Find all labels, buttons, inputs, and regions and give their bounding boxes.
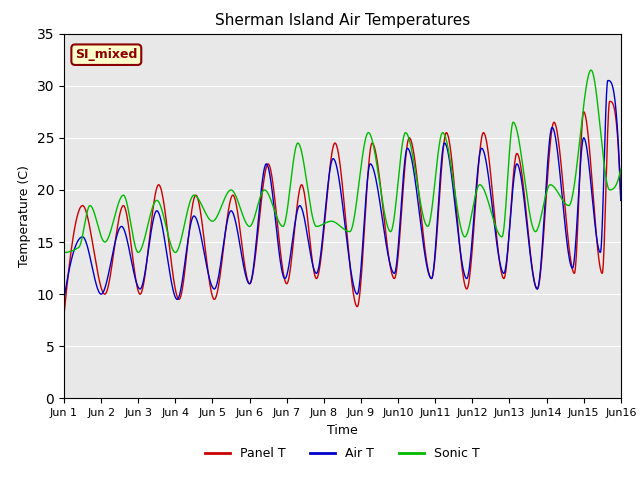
Panel T	[429, 273, 436, 278]
Panel T	[60, 312, 68, 318]
Panel T	[551, 120, 559, 126]
Sonic T	[617, 166, 625, 172]
Air T	[429, 272, 436, 278]
Sonic T	[184, 207, 191, 213]
Panel T	[617, 197, 625, 203]
Air T	[551, 131, 559, 136]
Air T	[170, 291, 178, 297]
Legend: Panel T, Air T, Sonic T: Panel T, Air T, Sonic T	[200, 442, 485, 465]
Air T	[60, 297, 68, 302]
Air T	[502, 266, 509, 272]
Panel T	[184, 240, 191, 246]
Sonic T	[170, 249, 178, 255]
Panel T	[246, 281, 254, 287]
X-axis label: Time: Time	[327, 424, 358, 437]
Sonic T	[502, 207, 509, 213]
Air T	[617, 197, 625, 203]
Sonic T	[60, 250, 68, 255]
Line: Panel T: Panel T	[64, 101, 621, 315]
Y-axis label: Temperature (C): Temperature (C)	[18, 165, 31, 267]
Line: Air T: Air T	[64, 81, 621, 300]
Panel T	[170, 280, 178, 286]
Air T	[184, 239, 191, 244]
Title: Sherman Island Air Temperatures: Sherman Island Air Temperatures	[215, 13, 470, 28]
Line: Sonic T: Sonic T	[64, 70, 621, 252]
Panel T	[606, 98, 614, 104]
Panel T	[502, 270, 509, 276]
Air T	[246, 280, 254, 286]
Air T	[604, 78, 612, 84]
Sonic T	[246, 223, 254, 229]
Sonic T	[551, 185, 559, 191]
Sonic T	[429, 199, 436, 205]
Text: SI_mixed: SI_mixed	[75, 48, 138, 61]
Sonic T	[587, 67, 595, 73]
